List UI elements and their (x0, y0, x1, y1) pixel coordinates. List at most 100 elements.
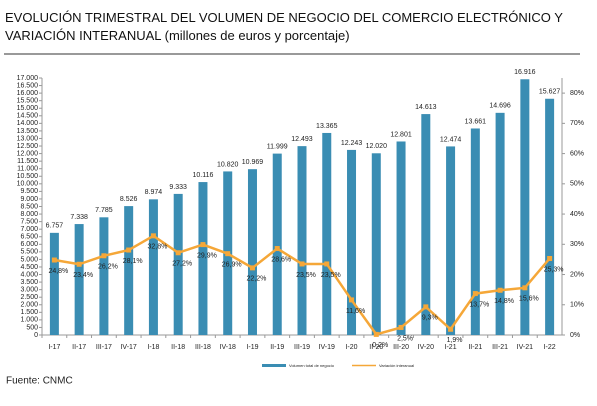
y-tick-label: 12.500 (17, 143, 39, 150)
bar (545, 98, 555, 335)
y2-tick-label: 70% (570, 120, 584, 127)
y-tick-label: 6.000 (20, 241, 38, 248)
y-tick-label: 14.500 (17, 113, 39, 120)
line-marker (299, 261, 305, 267)
x-tick-label: III-17 (96, 344, 112, 351)
line-marker (448, 326, 454, 332)
line-value-label: 23,5% (321, 272, 341, 279)
y-tick-label: 3.000 (20, 286, 38, 293)
x-tick-label: II-17 (72, 344, 86, 351)
x-tick-label: I-18 (147, 344, 159, 351)
bar-value-label: 12.801 (390, 131, 412, 138)
y-tick-label: 13.000 (17, 135, 39, 142)
line-marker (522, 285, 528, 291)
line-marker (547, 256, 553, 262)
legend-swatch (262, 364, 286, 367)
y-tick-label: 12.000 (17, 150, 39, 157)
x-tick-label: IV-20 (418, 344, 434, 351)
bar-value-label: 7.785 (95, 207, 113, 214)
line-value-label: 2,5% (397, 335, 413, 342)
x-tick-label: IV-18 (220, 344, 236, 351)
bar-value-label: 13.365 (316, 123, 338, 130)
y-tick-label: 16.500 (17, 82, 39, 89)
line-value-label: 23,4% (73, 272, 93, 279)
bar-value-label: 10.969 (242, 159, 264, 166)
bar-value-label: 9.333 (169, 184, 187, 191)
y-tick-label: 9.000 (20, 196, 38, 203)
line-marker (225, 251, 231, 257)
y-tick-label: 1.000 (20, 317, 38, 324)
bar (124, 206, 134, 335)
line-value-label: 0,2% (372, 342, 388, 349)
x-tick-label: III-20 (393, 344, 409, 351)
bar-value-label: 7.338 (70, 214, 88, 221)
line-marker (101, 253, 107, 259)
x-tick-label: IV-19 (319, 344, 335, 351)
line-marker (398, 324, 404, 330)
y-tick-label: 11.000 (17, 166, 38, 173)
bar (446, 146, 456, 335)
y-tick-label: 17.000 (17, 75, 39, 82)
line-marker (76, 261, 82, 267)
x-tick-label: I-19 (246, 344, 258, 351)
y-tick-label: 9.500 (20, 188, 38, 195)
line-marker (324, 261, 330, 267)
y-tick-label: 4.000 (20, 271, 38, 278)
bar-value-label: 13.661 (465, 118, 487, 125)
x-tick-label: III-18 (195, 344, 211, 351)
bar (148, 199, 158, 335)
y-tick-label: 11.500 (17, 158, 38, 165)
bar (247, 169, 257, 335)
y-tick-label: 7.000 (20, 226, 38, 233)
bar-value-label: 14.613 (415, 104, 437, 111)
line-marker (472, 291, 478, 297)
bar (49, 232, 59, 335)
line-marker (423, 304, 429, 310)
bar (347, 149, 357, 335)
x-tick-label: IV-17 (120, 344, 136, 351)
line-marker (175, 250, 181, 256)
line-marker (51, 257, 57, 263)
bar-value-label: 12.474 (440, 136, 462, 143)
y-tick-label: 0 (34, 332, 38, 339)
bar-value-label: 16.916 (514, 69, 536, 76)
bar-value-label: 12.493 (291, 136, 313, 143)
line-value-label: 22,2% (247, 276, 267, 283)
y-tick-label: 7.500 (20, 218, 38, 225)
bar (371, 153, 381, 335)
line-marker (274, 246, 280, 252)
y2-tick-label: 40% (570, 211, 584, 218)
bar-value-label: 6.757 (46, 223, 64, 230)
bar (99, 217, 109, 335)
y-tick-label: 8.500 (20, 203, 38, 210)
y2-tick-label: 50% (570, 181, 584, 188)
bar-value-label: 8.526 (120, 196, 138, 203)
y-tick-label: 8.000 (20, 211, 38, 218)
line-value-label: 27,2% (172, 261, 192, 268)
line-marker (200, 242, 206, 248)
line-marker (249, 265, 255, 271)
bar (396, 141, 406, 335)
line-value-label: 29,9% (197, 252, 217, 259)
y2-tick-label: 80% (570, 90, 584, 97)
bar-value-label: 14.696 (489, 103, 511, 110)
x-tick-label: II-20 (369, 344, 383, 351)
y2-tick-label: 30% (570, 241, 584, 248)
y-tick-label: 5.500 (20, 249, 38, 256)
bar-value-label: 12.243 (341, 140, 363, 147)
y-tick-label: 6.500 (20, 234, 38, 241)
y-tick-label: 14.000 (17, 120, 39, 127)
y2-tick-label: 10% (570, 302, 584, 309)
y-tick-label: 4.500 (20, 264, 38, 271)
bar-value-label: 15.627 (539, 89, 561, 96)
x-tick-label: I-21 (445, 344, 457, 351)
line-value-label: 15,6% (519, 296, 539, 303)
y-tick-label: 13.500 (17, 128, 39, 135)
line-value-label: 26,9% (222, 262, 242, 269)
bar-value-label: 8.974 (145, 189, 163, 196)
line-value-label: 23,5% (296, 272, 316, 279)
y-tick-label: 2.500 (20, 294, 38, 301)
bar (520, 79, 530, 335)
